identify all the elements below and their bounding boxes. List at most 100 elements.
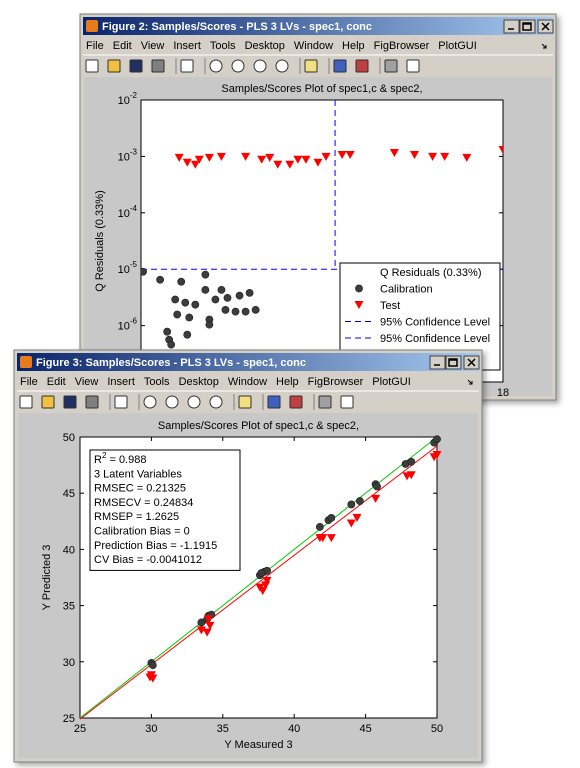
point bbox=[196, 626, 206, 635]
figure-window: Figure 3: Samples/Scores - PLS 3 LVs - s… bbox=[13, 349, 483, 763]
toolbar-button[interactable] bbox=[129, 59, 143, 73]
toolbar-button[interactable] bbox=[333, 59, 347, 73]
button-glyph bbox=[541, 22, 550, 31]
toolbar-button[interactable] bbox=[143, 395, 157, 409]
toolbar-button[interactable] bbox=[85, 395, 99, 409]
point bbox=[241, 307, 250, 316]
point bbox=[241, 152, 251, 161]
toolbar-button[interactable] bbox=[253, 59, 267, 73]
point bbox=[205, 320, 214, 329]
toolbar-button[interactable] bbox=[289, 395, 303, 409]
x-tick-label: 25 bbox=[74, 723, 86, 735]
toolbar-button[interactable] bbox=[355, 59, 369, 73]
point bbox=[182, 158, 192, 167]
chart-title: Samples/Scores Plot of spec1,c & spec2, bbox=[221, 83, 422, 95]
button-glyph bbox=[522, 22, 532, 31]
legend-label: Calibration bbox=[380, 284, 433, 296]
tick-exponent: -4 bbox=[130, 204, 138, 213]
point bbox=[346, 519, 356, 528]
point bbox=[355, 497, 364, 505]
point bbox=[440, 152, 450, 161]
toolbar-button[interactable] bbox=[384, 59, 398, 73]
chart-title: Samples/Scores Plot of spec1,c & spec2, bbox=[158, 420, 359, 432]
point bbox=[326, 534, 336, 543]
menu-chevron bbox=[467, 379, 473, 385]
tick-exponent: -5 bbox=[130, 260, 138, 269]
menu-item[interactable]: Window bbox=[294, 40, 333, 52]
point bbox=[201, 285, 210, 294]
menu-item[interactable]: Tools bbox=[210, 40, 236, 52]
tick-base: 10 bbox=[118, 208, 130, 220]
toolbar-button[interactable] bbox=[209, 59, 223, 73]
menu-item[interactable]: View bbox=[75, 376, 99, 388]
tick-base: 10 bbox=[118, 95, 130, 107]
toolbar-button[interactable] bbox=[406, 59, 420, 73]
y-tick-label: 10-4 bbox=[118, 204, 138, 220]
point bbox=[173, 310, 182, 319]
point bbox=[191, 300, 200, 309]
point bbox=[407, 457, 416, 466]
toolbar-button[interactable] bbox=[41, 395, 55, 409]
toolbar-button[interactable] bbox=[165, 395, 179, 409]
toolbar-button[interactable] bbox=[85, 59, 99, 73]
button-glyph bbox=[448, 358, 458, 367]
toolbar-button[interactable] bbox=[231, 59, 245, 73]
toolbar-button[interactable] bbox=[151, 59, 165, 73]
menu-item[interactable]: FigBrowser bbox=[308, 376, 364, 388]
menu-item[interactable]: Window bbox=[228, 376, 267, 388]
menu-item[interactable]: Tools bbox=[144, 376, 170, 388]
legend-label: 95% Confidence Level bbox=[380, 333, 490, 345]
toolbar-button[interactable] bbox=[275, 59, 289, 73]
annotation-line: CV Bias = -0.0041012 bbox=[94, 554, 202, 566]
toolbar-button[interactable] bbox=[187, 395, 201, 409]
point bbox=[462, 153, 472, 162]
legend-label: Test bbox=[380, 300, 400, 312]
toolbar-button[interactable] bbox=[107, 59, 121, 73]
point bbox=[216, 152, 226, 161]
toolbar-button[interactable] bbox=[238, 395, 252, 409]
menu-item[interactable]: PlotGUI bbox=[372, 376, 411, 388]
point bbox=[201, 270, 210, 279]
toolbar-button[interactable] bbox=[114, 395, 128, 409]
point bbox=[194, 155, 204, 164]
point bbox=[318, 534, 328, 543]
menu-item[interactable]: PlotGUI bbox=[438, 40, 477, 52]
point bbox=[313, 158, 323, 167]
point bbox=[148, 661, 157, 670]
menu-item[interactable]: Desktop bbox=[179, 376, 219, 388]
toolbar-button[interactable] bbox=[63, 395, 77, 409]
toolbar-button[interactable] bbox=[209, 395, 223, 409]
toolbar-button[interactable] bbox=[304, 59, 318, 73]
toolbar-button[interactable] bbox=[267, 395, 281, 409]
window-button-min[interactable] bbox=[503, 19, 520, 34]
point bbox=[406, 471, 416, 480]
menu-item[interactable]: Help bbox=[276, 376, 299, 388]
annotation-line: Calibration Bias = 0 bbox=[94, 526, 190, 538]
menu-item[interactable]: View bbox=[141, 40, 165, 52]
annotation-line: RMSEC = 0.21325 bbox=[94, 483, 186, 495]
menu-item[interactable]: Desktop bbox=[245, 40, 285, 52]
menu-item[interactable]: Edit bbox=[113, 40, 132, 52]
menu-item[interactable]: File bbox=[86, 40, 104, 52]
toolbar-button[interactable] bbox=[180, 59, 194, 73]
y-tick-label: 35 bbox=[63, 601, 75, 613]
tick-exponent: -2 bbox=[130, 91, 138, 100]
menu-item[interactable]: FigBrowser bbox=[374, 40, 430, 52]
toolbar-button[interactable] bbox=[340, 395, 354, 409]
toolbar-button[interactable] bbox=[19, 395, 33, 409]
menu-item[interactable]: Edit bbox=[47, 376, 66, 388]
point bbox=[321, 152, 331, 161]
toolbar-button[interactable] bbox=[318, 395, 332, 409]
window-button-min[interactable] bbox=[429, 355, 446, 370]
menu-item[interactable]: File bbox=[20, 376, 38, 388]
x-tick-label: 40 bbox=[288, 723, 300, 735]
menu-item[interactable]: Help bbox=[342, 40, 365, 52]
point bbox=[293, 155, 303, 164]
menu-item[interactable]: Insert bbox=[107, 376, 135, 388]
point bbox=[389, 148, 399, 157]
point bbox=[167, 340, 176, 349]
figure-window: Figure 2: Samples/Scores - PLS 3 LVs - s… bbox=[79, 13, 557, 401]
menu-item[interactable]: Insert bbox=[173, 40, 201, 52]
point bbox=[428, 152, 438, 161]
point bbox=[498, 145, 503, 154]
